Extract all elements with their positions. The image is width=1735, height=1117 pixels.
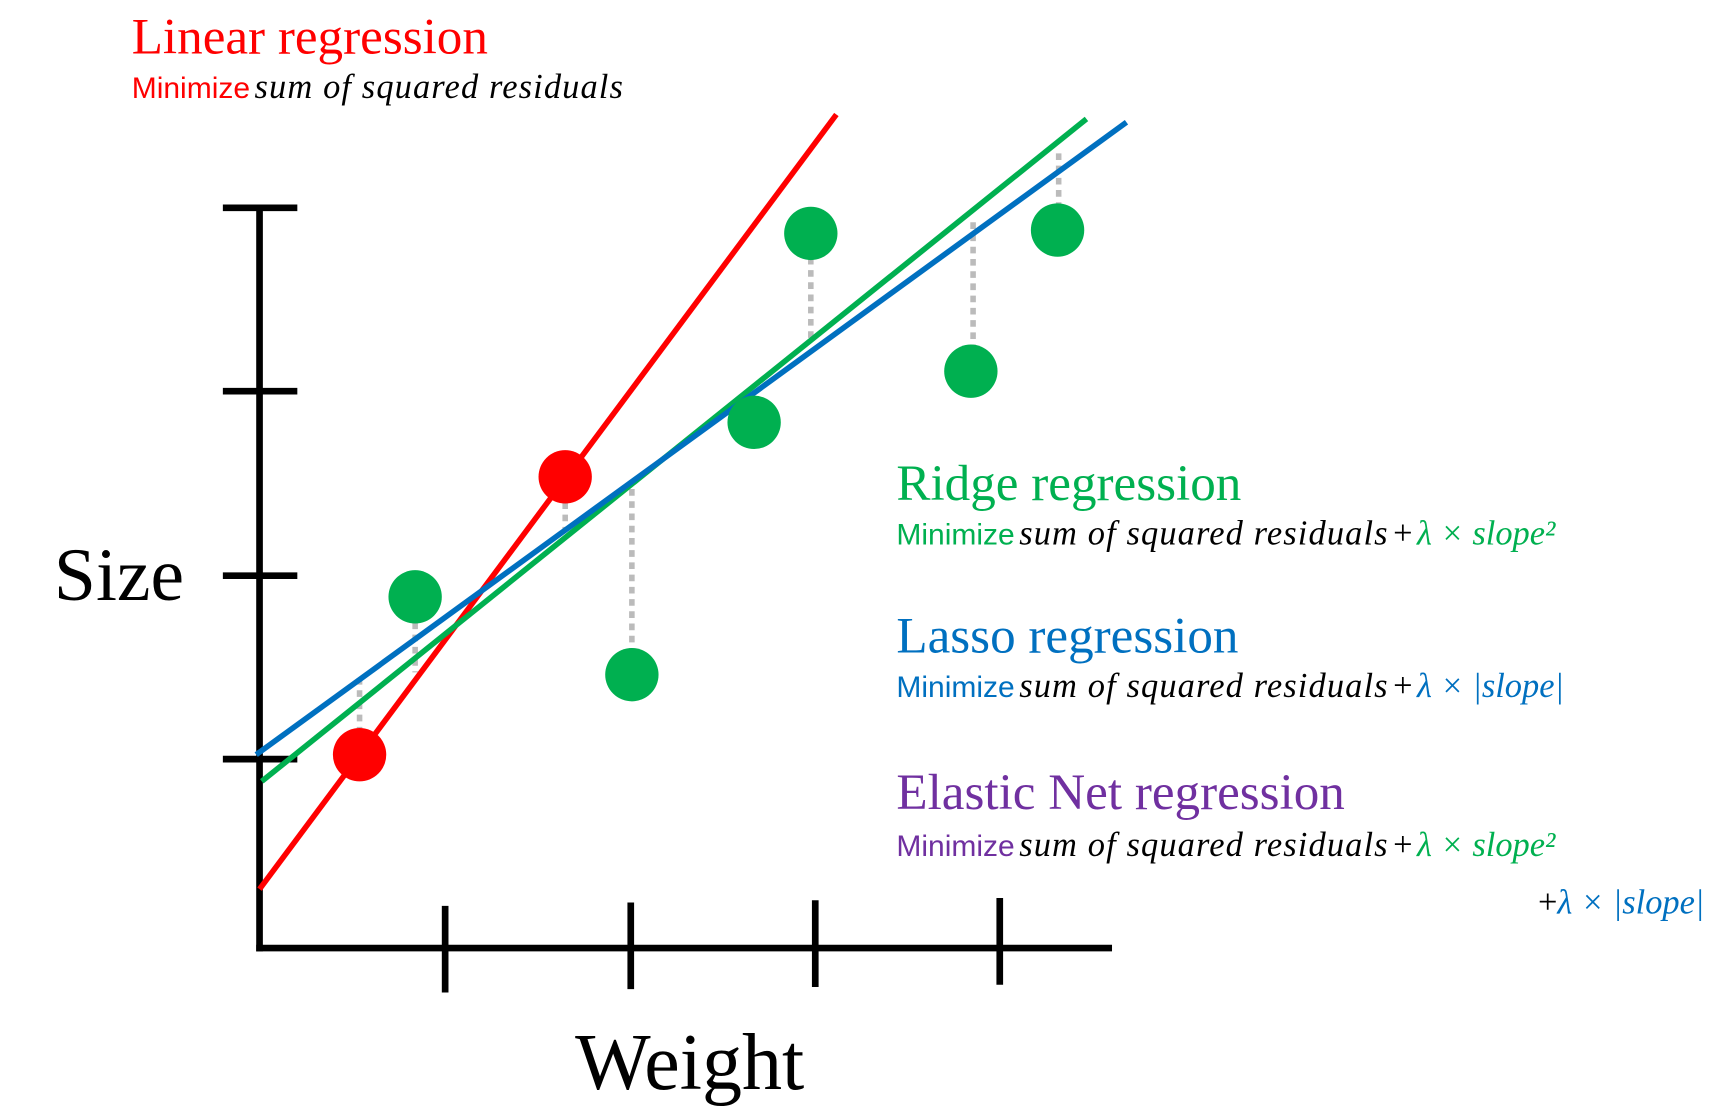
- point: [388, 570, 442, 624]
- formula: Minimize sum of squared residuals: [132, 68, 624, 106]
- formula-continued: +λ × |slope|: [1538, 884, 1704, 922]
- penalty: λ × slope²: [1416, 515, 1556, 553]
- minimize: Minimize: [896, 519, 1014, 552]
- penalty: λ × slope²: [1416, 826, 1556, 864]
- objective: sum of squared residuals: [1019, 515, 1388, 553]
- point: [784, 206, 838, 261]
- penalty: λ × |slope|: [1556, 884, 1704, 922]
- method-title: Linear regression: [132, 8, 488, 65]
- axes: [222, 204, 1113, 993]
- formula: Minimize sum of squared residuals + λ × …: [896, 515, 1556, 553]
- operator: +: [1393, 667, 1412, 705]
- point: [332, 727, 387, 782]
- objective: sum of squared residuals: [1019, 667, 1388, 705]
- point: [727, 395, 781, 450]
- method-title: Ridge regression: [896, 455, 1241, 512]
- point: [605, 647, 659, 702]
- formula: Minimize sum of squared residuals + λ × …: [896, 826, 1556, 864]
- point: [538, 450, 592, 504]
- point: [1030, 203, 1085, 257]
- x-label: Weight: [575, 1019, 804, 1107]
- operator: +: [1538, 884, 1557, 922]
- green-points: [388, 203, 1085, 702]
- minimize: Minimize: [896, 671, 1014, 704]
- penalty: λ × |slope|: [1416, 667, 1564, 705]
- operator: +: [1393, 515, 1412, 553]
- lasso-line: [254, 120, 1129, 757]
- minimize: Minimize: [896, 830, 1014, 863]
- method-title: Elastic Net regression: [896, 764, 1344, 821]
- red-points: [332, 450, 592, 782]
- y-label: Size: [54, 534, 184, 617]
- operator: +: [1393, 826, 1412, 864]
- minimize: Minimize: [132, 72, 250, 105]
- formula: Minimize sum of squared residuals + λ × …: [896, 667, 1564, 705]
- objective: sum of squared residuals: [255, 68, 624, 106]
- method-title: Lasso regression: [896, 607, 1238, 664]
- point: [944, 344, 998, 398]
- objective: sum of squared residuals: [1019, 826, 1388, 864]
